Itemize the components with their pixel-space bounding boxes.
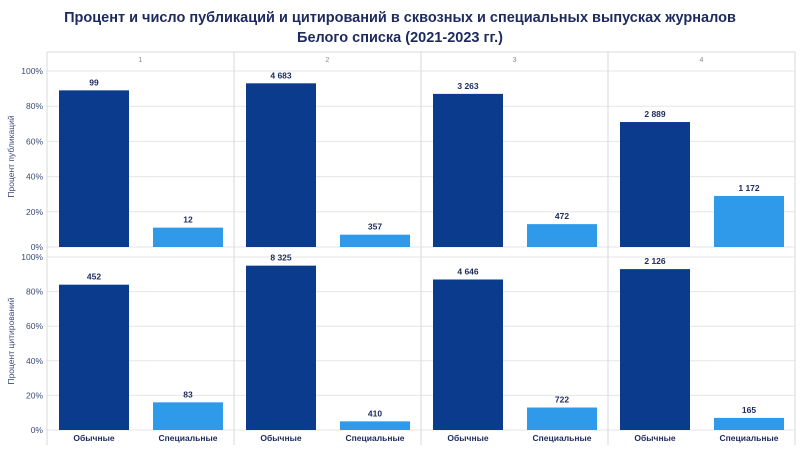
x-category-label: Специальные: [346, 433, 405, 443]
y-tick-label: 100%: [21, 252, 43, 262]
bar-regular: [433, 279, 503, 430]
bar-special: [527, 407, 597, 430]
bar-regular: [620, 269, 690, 430]
data-label: 410: [368, 408, 382, 418]
chart-title-line-2: Белого списка (2021-2023 гг.): [297, 30, 503, 46]
data-label: 2 126: [644, 256, 666, 266]
bar-regular: [246, 83, 316, 247]
bar-special: [153, 227, 223, 247]
y-tick-label: 20%: [26, 390, 43, 400]
data-label: 83: [183, 389, 193, 399]
y-tick-label: 20%: [26, 207, 43, 217]
bar-regular: [620, 122, 690, 247]
x-category-label: Специальные: [159, 433, 218, 443]
bar-regular: [59, 284, 129, 430]
data-label: 1 172: [738, 183, 760, 193]
chart-title-line-1: Процент и число публикаций и цитирований…: [64, 10, 736, 26]
bar-special: [714, 417, 784, 430]
chart-title: Процент и число публикаций и цитирований…: [0, 8, 800, 48]
bar-regular: [59, 90, 129, 247]
facet-label: 3: [513, 57, 517, 64]
data-label: 4 683: [270, 70, 292, 80]
bar-special: [714, 195, 784, 247]
y-tick-label: 80%: [26, 101, 43, 111]
facet-label: 2: [326, 57, 330, 64]
x-category-label: Обычные: [260, 433, 301, 443]
bar-regular: [246, 265, 316, 430]
bar-special: [340, 234, 410, 247]
data-label: 99: [89, 77, 99, 87]
y-axis-title: Процент публикаций: [6, 115, 16, 197]
y-tick-label: 40%: [26, 356, 43, 366]
y-tick-label: 80%: [26, 287, 43, 297]
data-label: 472: [555, 211, 569, 221]
data-label: 452: [87, 272, 101, 282]
data-label: 357: [368, 222, 382, 232]
facet-label: 1: [139, 57, 143, 64]
x-category-label: Специальные: [533, 433, 592, 443]
y-axis-title: Процент цитирований: [6, 297, 16, 384]
y-tick-label: 0%: [31, 242, 44, 252]
data-label: 722: [555, 395, 569, 405]
data-label: 8 325: [270, 253, 292, 263]
y-tick-label: 40%: [26, 172, 43, 182]
x-category-label: Обычные: [634, 433, 675, 443]
y-tick-label: 60%: [26, 136, 43, 146]
data-label: 165: [742, 405, 756, 415]
data-label: 2 889: [644, 109, 666, 119]
facet-label: 4: [700, 57, 704, 64]
bar-regular: [433, 93, 503, 247]
bar-special: [340, 421, 410, 430]
y-tick-label: 0%: [31, 425, 44, 435]
x-category-label: Обычные: [447, 433, 488, 443]
y-tick-label: 100%: [21, 66, 43, 76]
bar-special: [153, 402, 223, 430]
data-label: 12: [183, 215, 193, 225]
x-category-label: Обычные: [73, 433, 114, 443]
x-category-label: Специальные: [720, 433, 779, 443]
data-label: 3 263: [457, 81, 479, 91]
bar-special: [527, 224, 597, 247]
y-tick-label: 60%: [26, 321, 43, 331]
data-label: 4 646: [457, 266, 479, 276]
